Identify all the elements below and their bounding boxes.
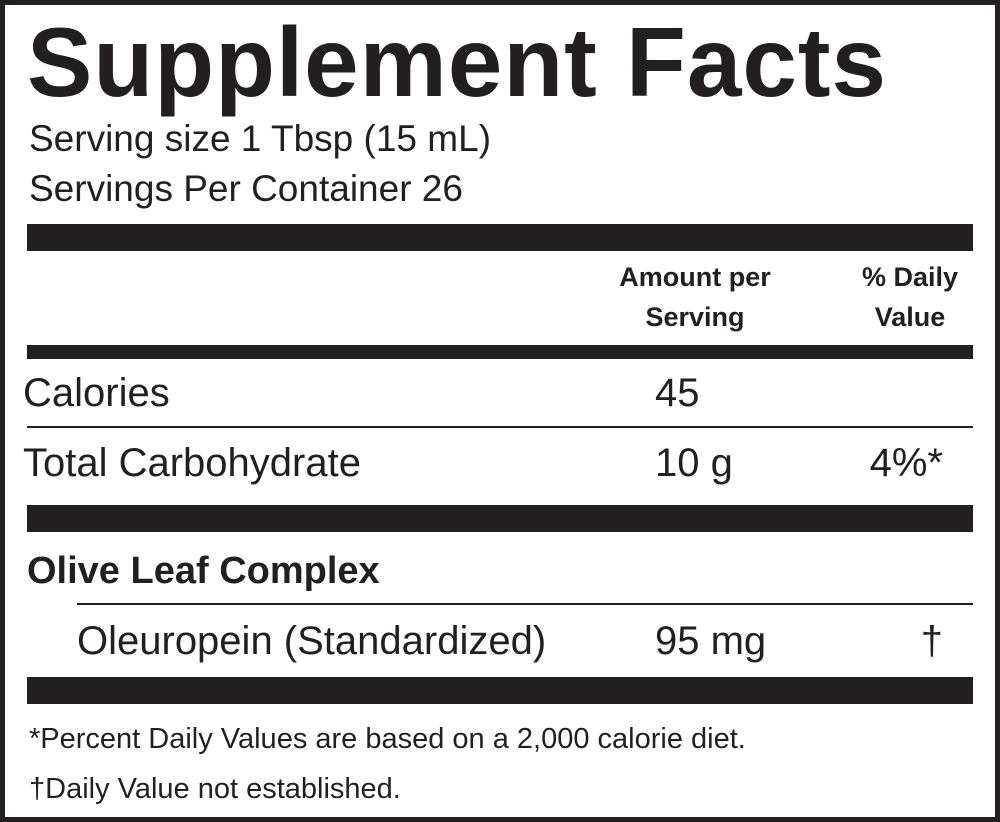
row-carbohydrate-name: Total Carbohydrate (23, 441, 361, 485)
thick-divider (27, 677, 973, 704)
footnote-dagger: †Daily Value not established. (29, 773, 401, 805)
amount-header-line1: Amount per (619, 262, 771, 292)
daily-value-header: % Daily Value (845, 257, 975, 337)
serving-size: Serving size 1 Tbsp (15 mL) (29, 118, 492, 159)
row-calories-name: Calories (23, 371, 170, 415)
section-divider (77, 603, 973, 605)
panel-title: Supplement Facts (27, 7, 888, 117)
dv-header-line2: Value (874, 302, 946, 332)
dv-header-line1: % Daily (861, 262, 959, 292)
thick-divider (27, 224, 973, 251)
row-calories-amount: 45 (655, 371, 700, 415)
row-divider (27, 426, 973, 428)
ingredient-dv: † (920, 619, 943, 663)
amount-per-serving-header: Amount per Serving (595, 257, 795, 337)
thick-divider (27, 505, 973, 532)
section-title: Olive Leaf Complex (27, 550, 380, 592)
footnote-percent-daily-values: *Percent Daily Values are based on a 2,0… (29, 723, 746, 755)
servings-per-container: Servings Per Container 26 (29, 168, 463, 209)
amount-header-line2: Serving (645, 302, 745, 332)
row-carbohydrate-dv: 4%* (869, 441, 943, 485)
row-carbohydrate-amount: 10 g (655, 441, 733, 485)
medium-divider (27, 345, 973, 359)
ingredient-amount: 95 mg (655, 619, 767, 663)
ingredient-name: Oleuropein (Standardized) (77, 619, 547, 663)
